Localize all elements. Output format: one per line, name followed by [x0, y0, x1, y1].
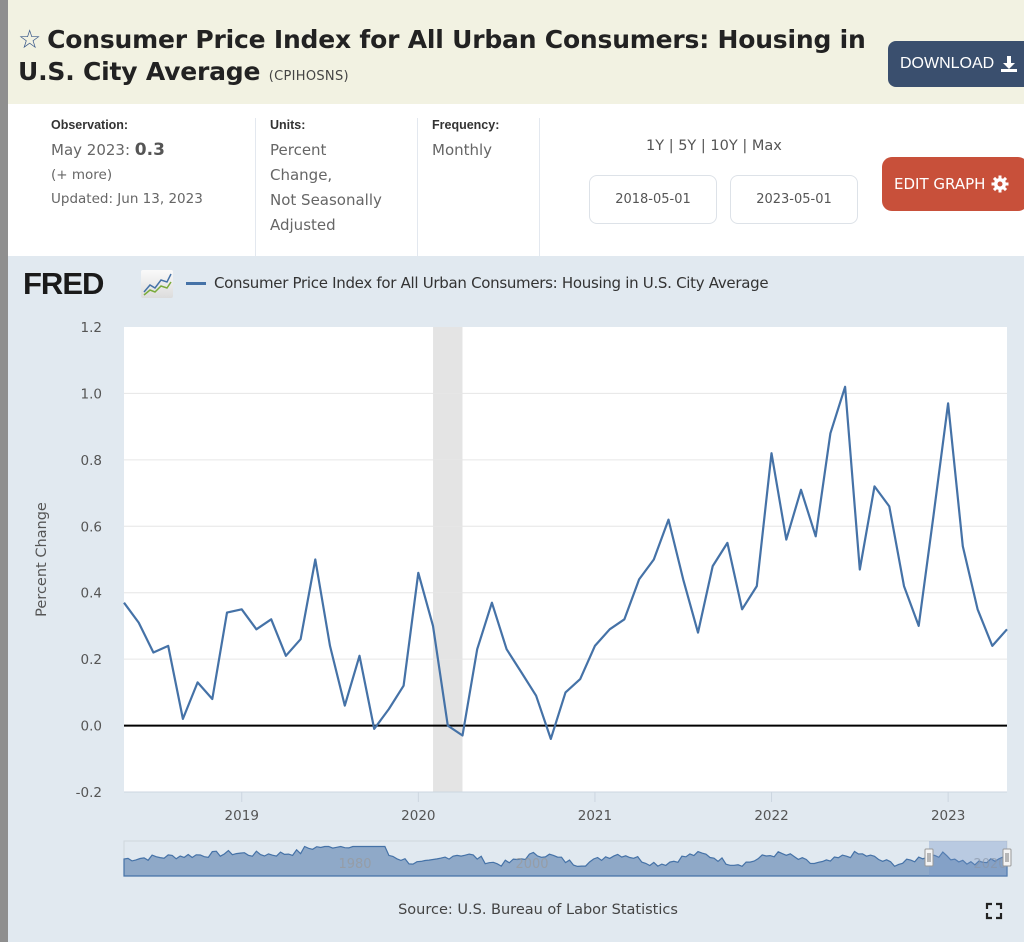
edit-graph-label: EDIT GRAPH [894, 175, 986, 193]
units-line: Not Seasonally [270, 191, 382, 209]
divider [539, 118, 540, 258]
units-line: Adjusted [270, 216, 336, 234]
range-1y[interactable]: 1Y [646, 138, 665, 154]
download-button[interactable]: DOWNLOAD [888, 41, 1024, 87]
range-5y[interactable]: 5Y [678, 138, 697, 154]
window-left-border [0, 0, 8, 942]
y-tick-label: 0.8 [81, 453, 102, 469]
series-header: ☆ Consumer Price Index for All Urban Cons… [8, 0, 1024, 104]
x-tick-label: 2022 [754, 808, 788, 824]
fred-chart-icon [141, 270, 173, 298]
frequency-value: Monthly [432, 141, 493, 159]
navigator-handle[interactable] [924, 848, 934, 867]
end-date-input[interactable]: 2023-05-01 [730, 175, 858, 224]
observation-value: 0.3 [134, 140, 165, 160]
legend-label: Consumer Price Index for All Urban Consu… [214, 274, 769, 292]
source-note: Source: U.S. Bureau of Labor Statistics [398, 902, 678, 918]
divider [417, 118, 418, 258]
navigator[interactable]: 1980 2000 2020 [123, 840, 1012, 877]
x-tick-label: 2019 [225, 808, 259, 824]
fred-logo[interactable]: FRED [23, 266, 104, 301]
units-line: Change, [270, 166, 333, 184]
range-sep: | [668, 138, 674, 154]
legend-swatch [186, 281, 206, 285]
units-label: Units: [270, 118, 306, 132]
y-tick-label: 1.2 [81, 320, 102, 336]
start-date-input[interactable]: 2018-05-01 [589, 175, 717, 224]
range-sep: | [742, 138, 748, 154]
x-tick-label: 2020 [401, 808, 435, 824]
navigator-area [123, 845, 1008, 877]
gear-icon [991, 175, 1009, 193]
x-tick-label: 2023 [931, 808, 965, 824]
frequency-block: Frequency: Monthly [432, 118, 499, 163]
range-links: 1Y | 5Y | 10Y | Max [646, 138, 782, 154]
more-link[interactable]: (+ more) [51, 167, 113, 183]
navigator-handle[interactable] [1002, 848, 1012, 867]
y-tick-label: 0.4 [81, 586, 102, 602]
plot-background [124, 327, 1007, 792]
series-line [123, 385, 1008, 740]
navigator-label: 2020 [973, 857, 1006, 872]
y-axis-label: Percent Change [34, 502, 50, 617]
units-line: Percent [270, 141, 327, 159]
divider [255, 118, 256, 258]
edit-graph-button[interactable]: EDIT GRAPH [882, 157, 1024, 211]
y-tick-label: 0.2 [81, 652, 102, 668]
y-tick-label: 0.6 [81, 519, 102, 535]
download-icon [1001, 56, 1018, 72]
observation-line: May 2023: 0.3 [51, 138, 203, 163]
navigator-label: 1980 [338, 857, 371, 872]
series-title-text: Consumer Price Index for All Urban Consu… [18, 25, 866, 86]
star-outline-icon[interactable]: ☆ [18, 25, 42, 55]
units-block: Units: Percent Change, Not Seasonally Ad… [270, 118, 382, 238]
y-tick-label: 1.0 [81, 386, 102, 402]
range-10y[interactable]: 10Y [710, 138, 738, 154]
navigator-selection[interactable] [929, 841, 1007, 876]
frequency-label: Frequency: [432, 118, 500, 132]
recession-band [433, 327, 463, 792]
y-tick-label: 0.0 [81, 719, 102, 735]
observation-period: May 2023: [51, 141, 131, 159]
range-max[interactable]: Max [751, 138, 782, 154]
y-tick-label: -0.2 [76, 785, 102, 801]
x-tick-label: 2021 [578, 808, 612, 824]
updated-date: Updated: Jun 13, 2023 [51, 191, 203, 207]
download-label: DOWNLOAD [900, 55, 995, 72]
navigator-label: 2000 [515, 857, 548, 872]
series-title: ☆ Consumer Price Index for All Urban Cons… [18, 24, 868, 93]
chart-legend: Consumer Price Index for All Urban Consu… [186, 274, 769, 292]
fullscreen-icon[interactable] [985, 902, 1003, 920]
series-id: (CPIHOSNS) [268, 69, 349, 84]
observation-block: Observation: May 2023: 0.3 (+ more) Upda… [51, 118, 203, 211]
range-sep: | [700, 138, 706, 154]
observation-label: Observation: [51, 118, 129, 132]
